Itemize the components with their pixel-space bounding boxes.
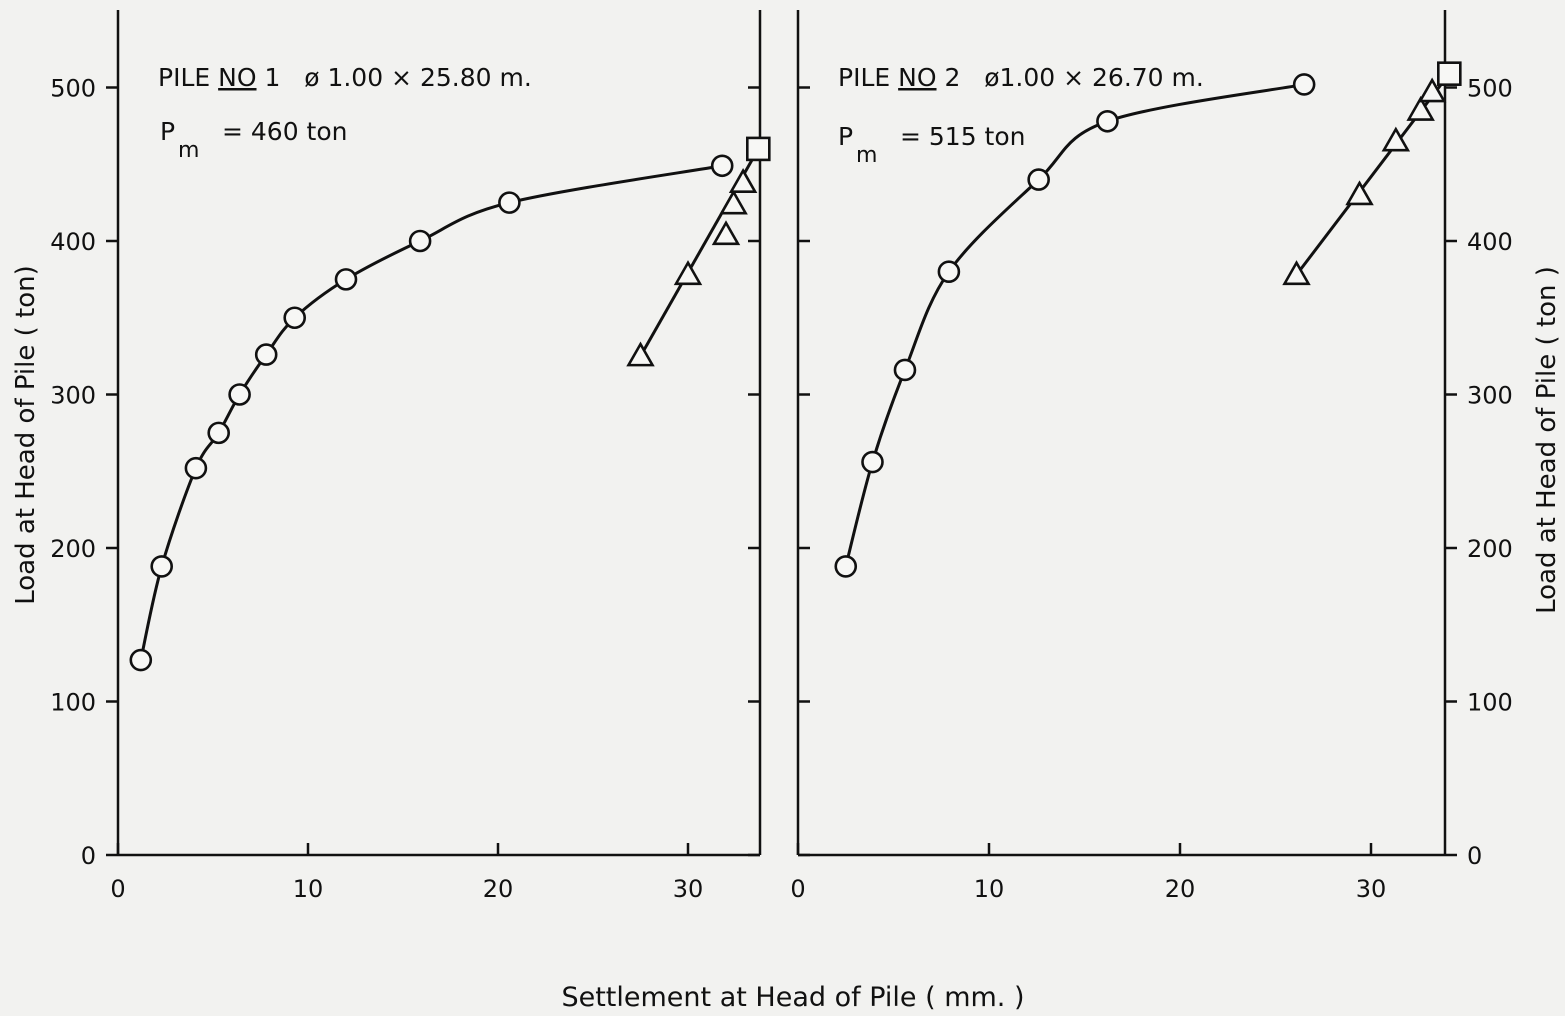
pile-2-circle-point — [937, 260, 961, 284]
pile-1-circle-point — [254, 343, 278, 366]
pile-2-y-tick-label: 200 — [1467, 535, 1513, 563]
pile-1-axes: 0 100 200 300 400 500 0 10 20 30 — [50, 10, 762, 903]
pile-2-circle-series-curve — [844, 82, 1305, 567]
pile-2-y-tick-label: 300 — [1467, 382, 1513, 410]
pile-2-circle-point — [1096, 109, 1119, 133]
pile-1-y-tick-label: 300 — [50, 382, 96, 410]
pile-2-x-tick-label: 30 — [1356, 875, 1387, 903]
pile-1-circle-series-curve — [139, 164, 723, 661]
pile-2-triangle-point — [1345, 180, 1374, 206]
y-axis-label-right: Load at Head of Pile ( ton ) — [1532, 266, 1562, 614]
pile-2-pm-subscript: m — [856, 143, 877, 168]
pile-2-y-tick-label: 0 — [1467, 842, 1482, 870]
pile-1-y-tick-label: 400 — [50, 228, 96, 256]
pile-1-y-tick-label: 200 — [50, 535, 96, 563]
pile-1-circle-point — [498, 191, 521, 214]
pile-2-triangle-point — [1381, 126, 1411, 152]
pile-1-pm-subscript: m — [178, 138, 199, 163]
pile-2-axes: 0 100 200 300 400 500 0 10 20 30 — [790, 10, 1513, 903]
pile-1-triangle-point — [626, 341, 655, 367]
pile-2-y-tick-label: 400 — [1467, 228, 1513, 256]
pile-2-y-tick-label: 100 — [1467, 689, 1513, 717]
pile-1-triangle-point — [719, 189, 748, 215]
pile-2-panel: 0 100 200 300 400 500 0 10 20 30 PILE NO 2 ø1.00 … — [790, 10, 1513, 903]
pile-2-y-tick-label: 500 — [1467, 75, 1513, 103]
pile-1-circle-point — [150, 555, 173, 578]
pile-1-marks — [129, 136, 771, 672]
pile-2-circle-point — [893, 358, 917, 382]
pile-2-pm-symbol: P — [838, 122, 853, 151]
pile-2-triangle-point — [1406, 95, 1435, 121]
pile-1-triangle-point — [673, 260, 703, 286]
x-axis-label: Settlement at Head of Pile ( mm. ) — [561, 982, 1024, 1013]
pile-2-title: PILE NO 2 ø1.00 × 26.70 m. — [838, 63, 1204, 92]
pile-1-circle-point — [129, 648, 153, 672]
pile-1-y-tick-label: 100 — [50, 689, 96, 717]
pile-1-x-tick-label: 20 — [483, 875, 514, 903]
pile-1-triangle-point — [728, 168, 758, 193]
pile-2-triangle-point — [1417, 77, 1447, 103]
pile-1-panel: 0 100 200 300 400 500 0 10 20 30 PILE NO 1 ø 1.00… — [50, 10, 771, 903]
pile-1-triangle-point — [711, 220, 741, 246]
y-axis-label-left: Load at Head of Pile ( ton) — [11, 265, 41, 605]
pile-2-circle-point — [834, 555, 858, 578]
pile-2-square-point — [1437, 61, 1462, 86]
pile-1-pm-symbol: P — [160, 117, 175, 146]
pile-2-pm-label: P m = 515 ton — [838, 122, 1026, 168]
pile-1-y-tick-label: 0 — [81, 842, 96, 870]
pile-2-x-tick-label: 0 — [790, 875, 805, 903]
pile-1-title: PILE NO 1 ø 1.00 × 25.80 m. — [158, 63, 532, 92]
pile-1-y-tick-label: 500 — [50, 75, 96, 103]
pile-1-x-tick-label: 10 — [293, 875, 324, 903]
pile-2-x-tick-label: 10 — [974, 875, 1005, 903]
pile-1-circle-point — [334, 268, 358, 291]
pile-1-x-tick-label: 0 — [110, 875, 125, 903]
pile-1-circle-point — [184, 456, 208, 480]
pile-1-square-point — [745, 136, 771, 162]
pile-1-circle-point — [207, 421, 230, 445]
pile-2-x-tick-label: 20 — [1165, 875, 1196, 903]
pile-2-marks — [834, 61, 1462, 578]
pile-2-triangle-point — [1282, 260, 1311, 286]
pile-1-pm-label: P m = 460 ton — [160, 117, 348, 163]
pile-2-triangle-series-line — [1295, 72, 1451, 276]
pile-2-circle-point — [861, 450, 884, 474]
pile-1-pm-value: = 460 ton — [222, 117, 348, 146]
pile-1-circle-point — [228, 383, 251, 406]
pile-1-circle-point — [710, 154, 734, 178]
pile-1-circle-point — [283, 306, 307, 330]
pile-1-x-tick-label: 30 — [673, 875, 704, 903]
pile-2-circle-point — [1292, 73, 1316, 96]
pile-2-pm-value: = 515 ton — [900, 122, 1026, 151]
pile-1-circle-point — [408, 229, 432, 253]
pile-2-circle-point — [1027, 168, 1050, 191]
